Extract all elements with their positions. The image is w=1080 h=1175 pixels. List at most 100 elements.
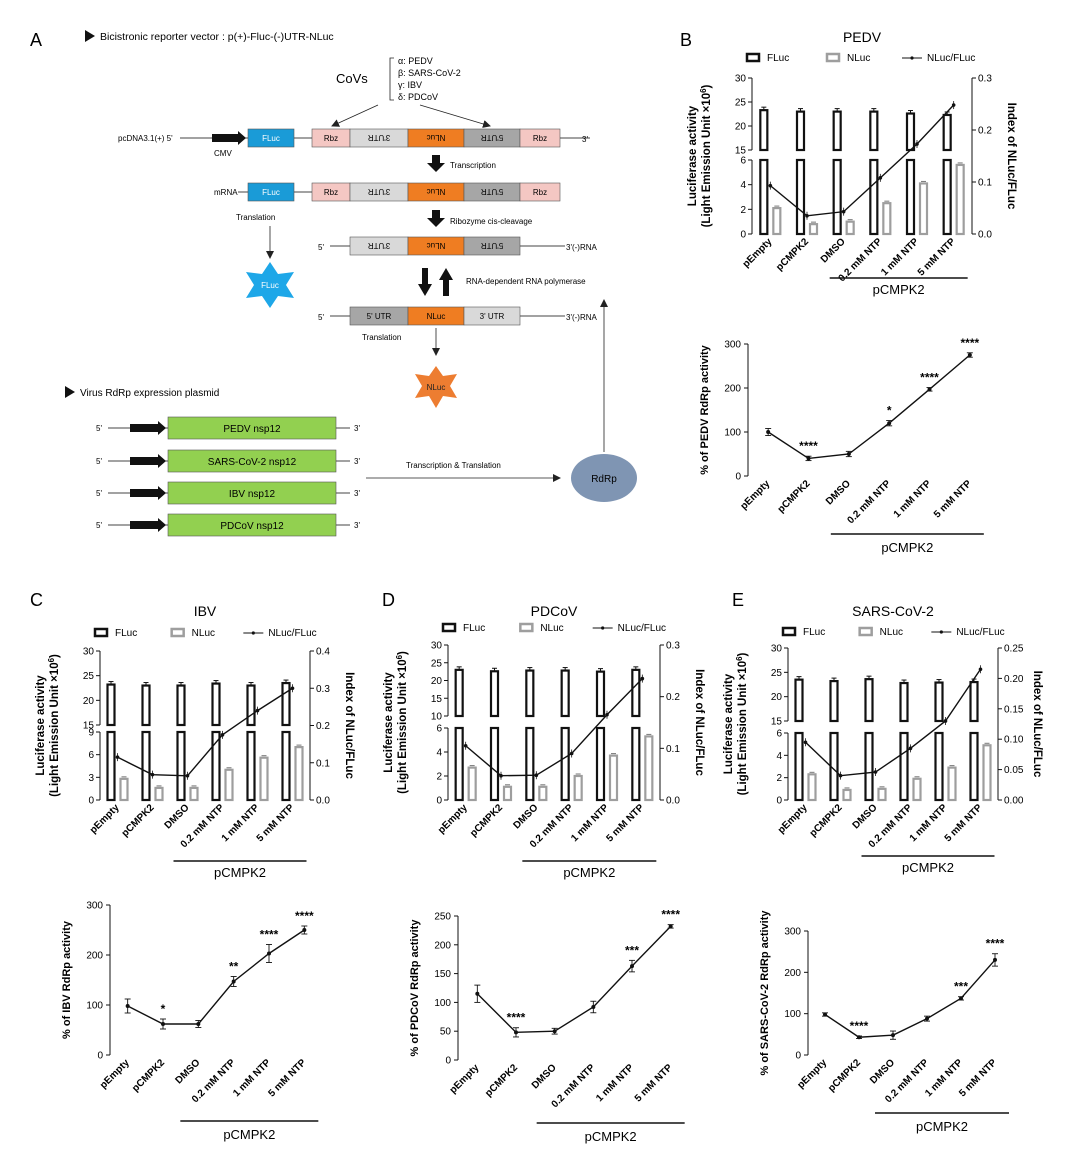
covs-label: CoVs <box>336 71 368 86</box>
bar-nluc <box>912 777 922 802</box>
right-tick-label: 0.4 <box>316 647 330 658</box>
x-tick-label: 5 mM NTP <box>266 1057 308 1099</box>
panel-letter-a: A <box>30 30 42 50</box>
data-point <box>514 1030 518 1035</box>
group-label: pCMPK2 <box>585 1129 637 1144</box>
left-tick-label: 6 <box>88 750 94 761</box>
x-tick-label: 5 mM NTP <box>604 802 646 844</box>
significance-label: * <box>161 1002 166 1016</box>
group-label: pCMPK2 <box>881 540 933 555</box>
left-axis-title-line2: (Light Emission Unit ×106) <box>735 652 749 795</box>
left-axis-title-close: ) <box>49 654 61 658</box>
rdrp-label: RdRp <box>591 474 617 485</box>
left-axis-title-text: (Light Emission Unit ×10 <box>737 661 749 796</box>
bar-nluc <box>224 768 234 802</box>
legend-nluc-label: NLuc <box>847 53 870 64</box>
bar-fluc-lower <box>525 726 535 802</box>
bar-fluc-lower <box>246 730 256 802</box>
x-tick-label: DMSO <box>868 1057 897 1086</box>
chart-sars-cov-2-luciferase: SARS-CoV-2 FLuc NLuc NLuc/FLuc 15 20 25 30 0 2 4 6 0… <box>723 603 1043 875</box>
legend-ratio-label: NLuc/FLuc <box>956 627 1004 638</box>
bar-fluc-upper <box>106 683 116 727</box>
x-tick-label: pEmpty <box>741 236 775 270</box>
legend-nluc-swatch <box>825 52 841 63</box>
x-tick-label: pCMPK2 <box>468 802 505 839</box>
bar-nluc <box>538 785 548 802</box>
left-tick-label: 6 <box>436 724 442 735</box>
left-tick-label: 2 <box>776 773 782 784</box>
fluc-star-label: FLuc <box>261 281 279 290</box>
left-tick-label: 20 <box>83 696 95 707</box>
legend-fluc-swatch <box>781 626 797 637</box>
bar-fluc-upper <box>832 110 842 152</box>
left-tick-label: 4 <box>776 751 782 762</box>
nsp12-box <box>167 513 337 537</box>
x-tick-label: 5 mM NTP <box>633 1062 675 1104</box>
utr5-box-2-label: 5'UTR <box>481 187 504 196</box>
x-tick-label: pEmpty <box>436 802 470 836</box>
left-tick-label: 30 <box>735 74 747 85</box>
bar-nluc <box>644 735 654 802</box>
bar-fluc-lower <box>869 158 879 236</box>
bar-fluc-lower <box>454 726 464 802</box>
translation-label-left: Translation <box>236 213 275 222</box>
x-tick-label: DMSO <box>163 802 192 831</box>
right-tick-label: 0.05 <box>1004 765 1024 776</box>
left-axis-title-sup: 6 <box>47 657 56 662</box>
nluc-box-1-label: NLuc <box>427 133 446 142</box>
bar-fluc-lower <box>595 726 606 802</box>
left-axis-title-line1: Luciferase activity <box>723 673 735 774</box>
bar-fluc-lower <box>905 158 916 236</box>
x-tick-label: pCMPK2 <box>130 1057 167 1094</box>
y-tick-label: 0 <box>97 1051 103 1062</box>
data-point <box>806 456 811 461</box>
ratio-series-line <box>805 668 982 777</box>
y-tick-label: 0 <box>795 1051 801 1062</box>
y-tick-label: 300 <box>784 927 801 938</box>
significance-label: **** <box>960 336 979 350</box>
nsp12-row-pedv: 5' PEDV nsp12 3' <box>96 416 360 440</box>
data-point <box>475 991 480 996</box>
x-tick-label: 5 mM NTP <box>932 478 974 520</box>
left-tick-label: 0 <box>776 796 782 807</box>
right-tick-label: 0.0 <box>666 796 680 807</box>
nsp12-five-prime: 5' <box>96 457 102 466</box>
y-tick-label: 300 <box>86 901 103 912</box>
left-tick-label: 25 <box>431 658 443 669</box>
left-tick-label: 3 <box>88 773 94 784</box>
play-bullet-2-icon <box>65 386 75 398</box>
group-label: pCMPK2 <box>916 1119 968 1134</box>
y-axis-title: % of PEDV RdRp activity <box>699 344 711 474</box>
significance-label: **** <box>260 928 279 942</box>
bar-nluc <box>573 774 583 802</box>
x-tick-label: pEmpty <box>98 1057 132 1091</box>
data-point <box>967 353 972 357</box>
bar-nluc <box>842 788 852 802</box>
legend-fluc-label: FLuc <box>767 53 789 64</box>
legend-nluc-label: NLuc <box>540 623 563 634</box>
rbz-box-2a-label: Rbz <box>324 188 338 197</box>
group-label: pCMPK2 <box>223 1127 275 1142</box>
play-bullet-icon <box>85 30 95 42</box>
bar-fluc-upper <box>141 684 151 727</box>
right-tick-label: 0.3 <box>978 74 992 85</box>
minus-rna-label: 3'(-)RNA <box>566 243 598 252</box>
y-tick-label: 250 <box>434 912 451 923</box>
data-point <box>302 928 307 932</box>
x-tick-label: pEmpty <box>739 478 773 512</box>
left-tick-label: 20 <box>431 676 443 687</box>
left-axis-title-line2: (Light Emission Unit ×106) <box>699 84 713 227</box>
bar-fluc-lower <box>631 726 641 802</box>
bar-fluc-lower <box>794 731 804 802</box>
translation-label-right: Translation <box>362 333 401 342</box>
significance-label: ** <box>229 960 239 974</box>
bar-fluc-upper <box>281 681 291 727</box>
y-tick-label: 200 <box>784 968 801 979</box>
significance-label: **** <box>661 908 680 922</box>
bar-fluc-lower <box>141 730 151 802</box>
bar-fluc-upper <box>795 110 806 152</box>
bar-nluc <box>608 754 619 802</box>
rbz-box-1b-label: Rbz <box>533 134 547 143</box>
y-tick-label: 150 <box>434 969 451 980</box>
bar-fluc-lower <box>281 730 291 802</box>
